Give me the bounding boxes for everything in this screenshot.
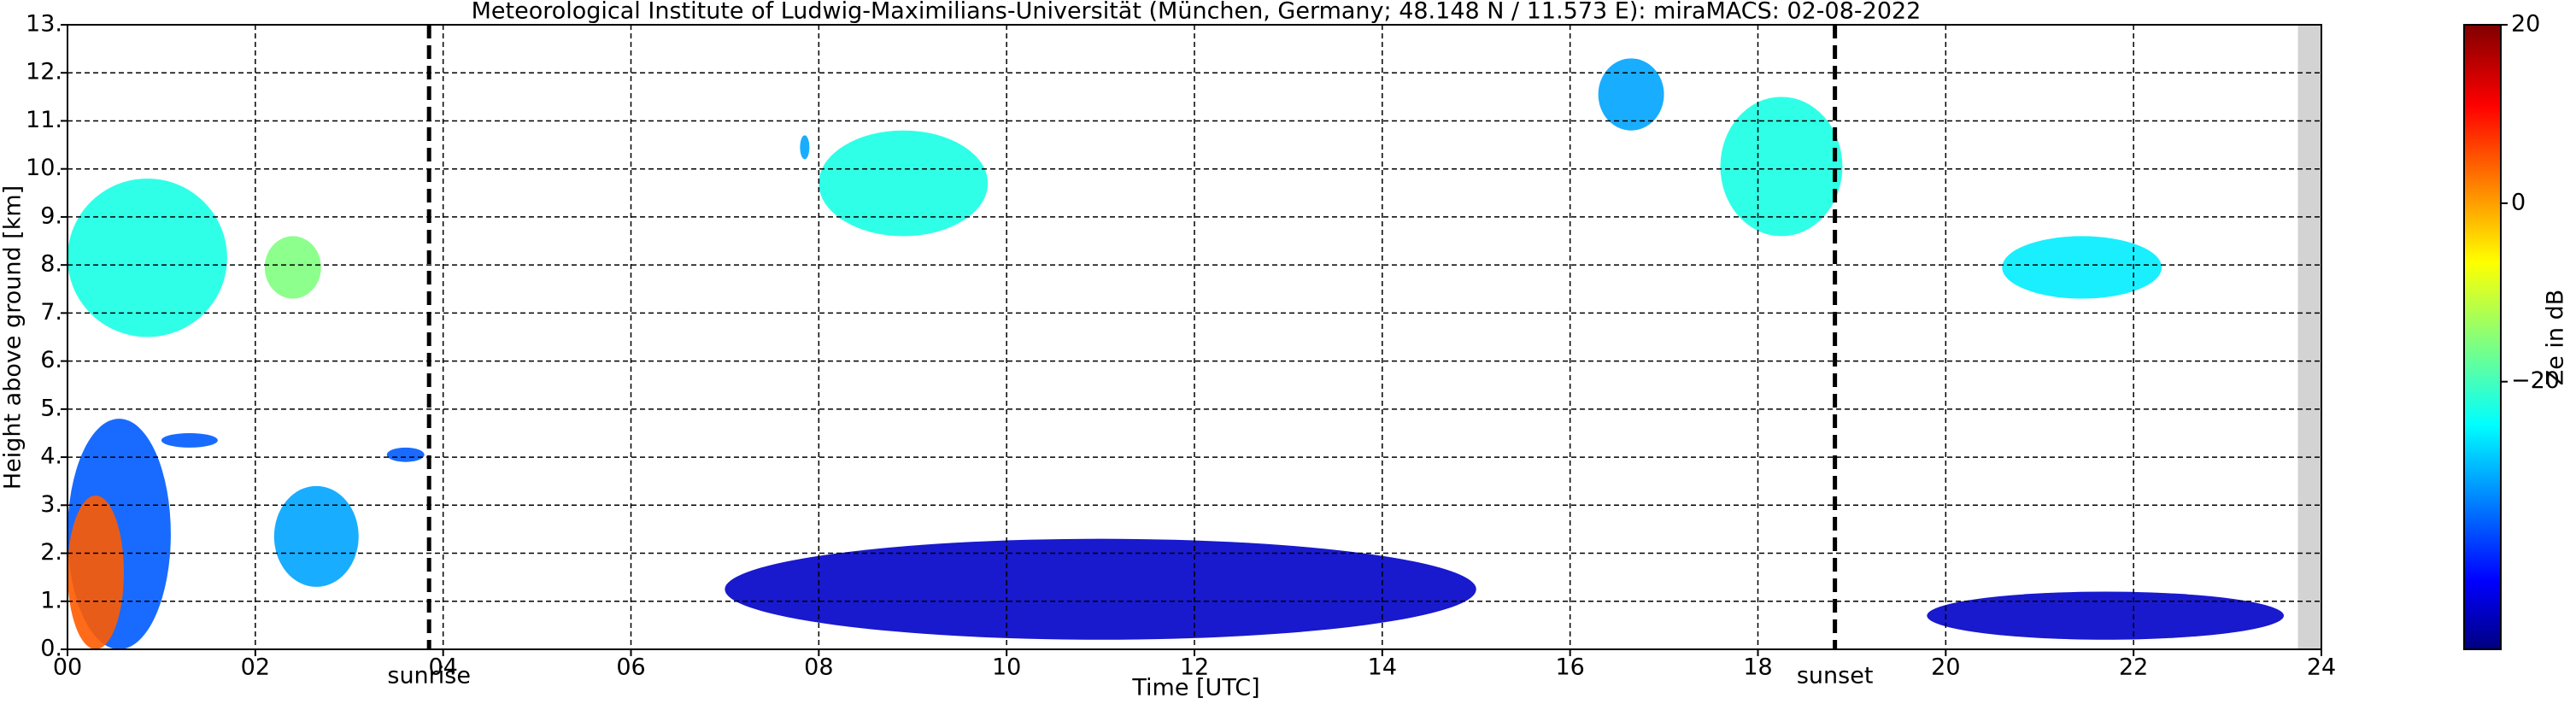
x-tick-label: 24 (2307, 654, 2336, 681)
colorbar-tick-label: 20 (2511, 11, 2540, 38)
x-tick-label: 18 (1743, 654, 1772, 681)
chart-title: Meteorological Institute of Ludwig-Maxim… (472, 0, 1922, 25)
x-tick-label: 10 (992, 654, 1021, 681)
radar-echo (1720, 97, 1843, 237)
event-label: sunrise (387, 663, 471, 689)
y-tick-label: 11. (26, 107, 62, 133)
no-data-band (2297, 25, 2321, 649)
radar-echo (386, 447, 425, 462)
x-axis-label: Time [UTC] (1131, 675, 1259, 701)
y-axis-label: Height above ground [km] (0, 185, 26, 490)
colorbar-tick-label: 0 (2511, 189, 2526, 215)
x-tick-label: 00 (53, 654, 82, 681)
radar-echo (725, 538, 1476, 640)
radar-echo (1927, 591, 2285, 640)
x-tick-label: 08 (804, 654, 833, 681)
x-tick-label: 16 (1555, 654, 1584, 681)
y-tick-label: 1. (40, 587, 62, 613)
colorbar-tick-label: −20 (2511, 367, 2560, 394)
colorbar-label: Ze in dB (2543, 290, 2569, 386)
plot-frame (67, 24, 2322, 650)
y-tick-label: 10. (26, 155, 62, 181)
colorbar-frame (2463, 24, 2502, 650)
y-tick-label: 4. (40, 443, 62, 470)
radar-echo (819, 130, 989, 237)
radar-echo (800, 135, 810, 160)
radar-echo (161, 432, 218, 448)
y-tick-label: 3. (40, 491, 62, 518)
radar-echo (264, 236, 321, 299)
y-tick-label: 7. (40, 299, 62, 326)
radar-echo (67, 496, 124, 649)
radar-echo (1598, 58, 1664, 131)
colorbar (2464, 25, 2501, 649)
y-tick-label: 0. (40, 636, 62, 662)
x-tick-label: 20 (1931, 654, 1960, 681)
event-label: sunset (1797, 663, 1874, 689)
x-tick-label: 14 (1368, 654, 1397, 681)
x-tick-label: 06 (616, 654, 645, 681)
y-tick-label: 12. (26, 59, 62, 85)
radar-echo (2002, 236, 2162, 299)
y-tick-label: 5. (40, 395, 62, 421)
x-tick-label: 12 (1180, 654, 1209, 681)
y-tick-label: 2. (40, 539, 62, 566)
y-tick-label: 6. (40, 347, 62, 373)
x-tick-label: 22 (2119, 654, 2148, 681)
x-tick-label: 04 (428, 654, 457, 681)
x-tick-label: 02 (241, 654, 270, 681)
y-tick-label: 13. (26, 11, 62, 38)
radar-echo (67, 178, 227, 337)
y-tick-label: 8. (40, 251, 62, 278)
radar-echo (273, 485, 359, 587)
y-tick-label: 9. (40, 202, 62, 229)
